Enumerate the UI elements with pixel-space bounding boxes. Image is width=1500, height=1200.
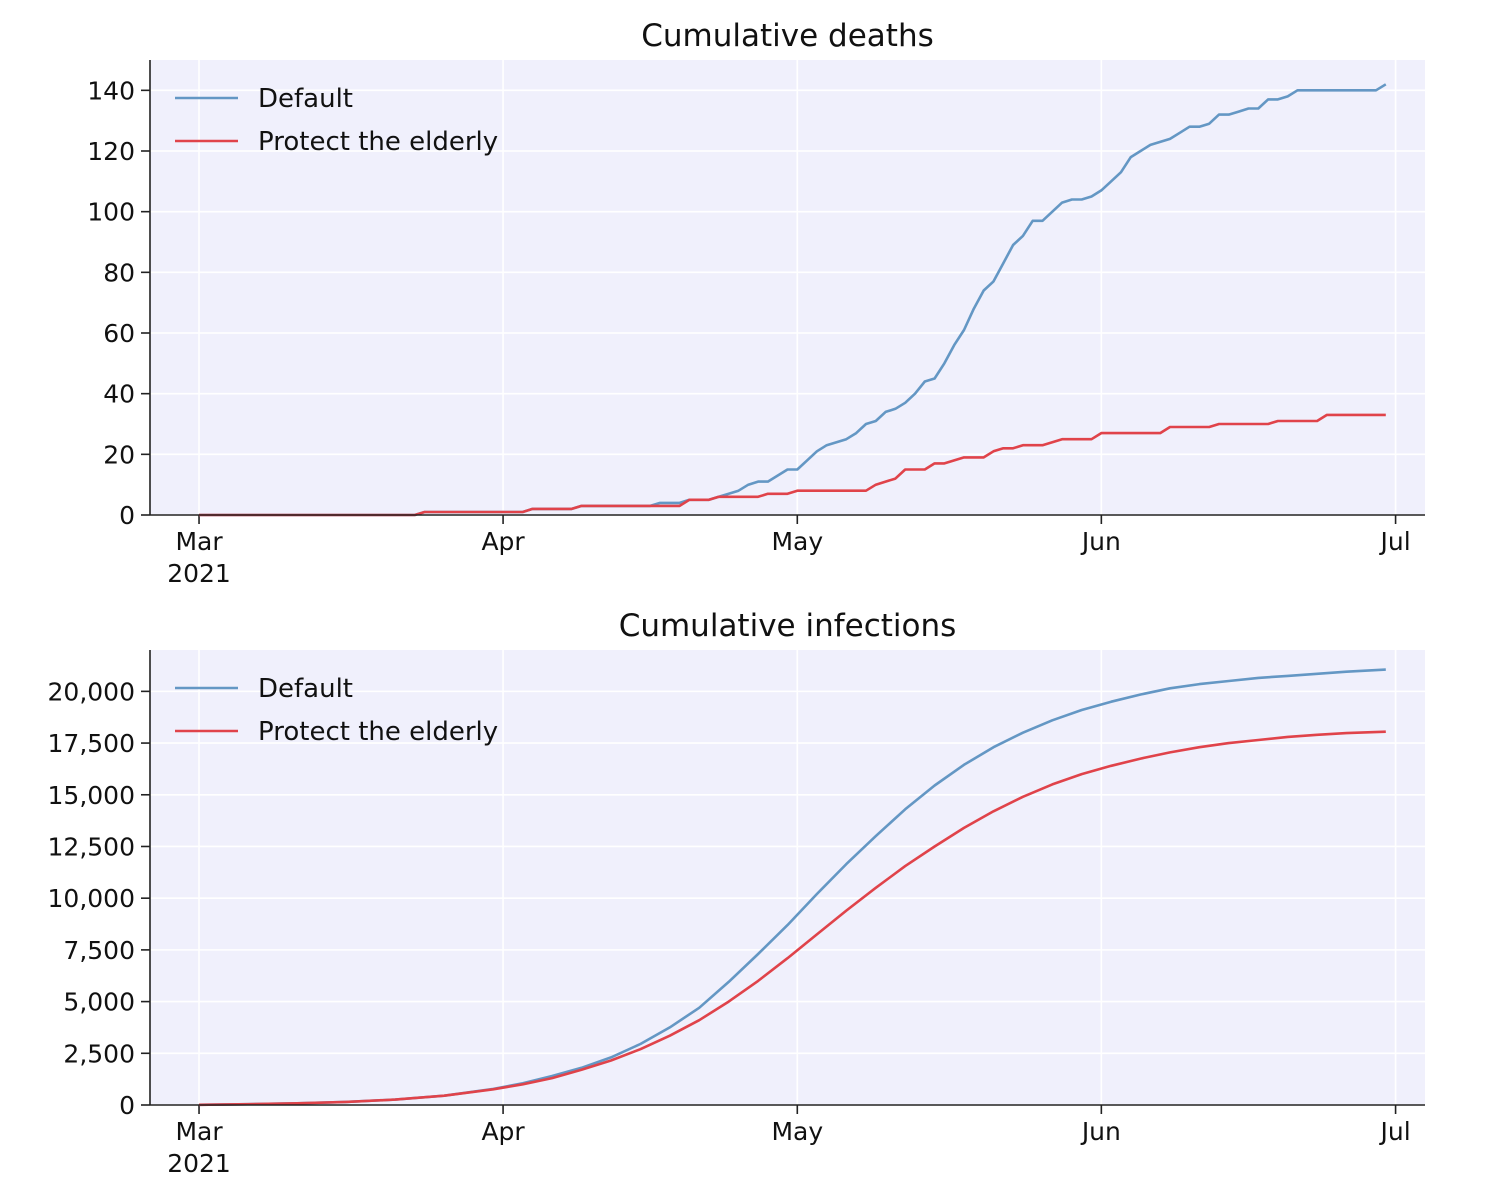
x-tick-label: Jul	[1378, 1117, 1410, 1146]
y-tick-label: 0	[119, 501, 135, 530]
y-tick-label: 140	[87, 76, 135, 105]
x-tick-label: Mar	[175, 1117, 223, 1146]
y-tick-label: 80	[103, 258, 135, 287]
legend-label: Default	[258, 84, 353, 114]
x-tick-label: May	[771, 1117, 823, 1146]
y-tick-label: 0	[119, 1091, 135, 1120]
deaths-chart: Cumulative deaths 0 20 40 60 80 100 120 140 Mar Ap…	[87, 18, 1425, 588]
y-tick-label: 5,000	[63, 988, 135, 1017]
x-tick-year-label: 2021	[167, 559, 231, 588]
x-tick-label: Jul	[1378, 527, 1410, 556]
plot-background	[150, 650, 1425, 1105]
x-tick-label: Apr	[481, 527, 525, 556]
y-tick-label: 20	[103, 440, 135, 469]
x-tick-label: May	[771, 527, 823, 556]
y-tick-label: 7,500	[63, 936, 135, 965]
x-tick-label: Apr	[481, 1117, 525, 1146]
y-tick-label: 60	[103, 319, 135, 348]
y-tick-label: 40	[103, 380, 135, 409]
chart-title: Cumulative deaths	[641, 18, 934, 54]
x-tick-label: Jun	[1080, 1117, 1121, 1146]
legend-label: Protect the elderly	[258, 717, 498, 747]
y-tick-label: 12,500	[48, 832, 135, 861]
x-tick-label: Mar	[175, 527, 223, 556]
y-tick-label: 120	[87, 137, 135, 166]
y-tick-label: 15,000	[48, 781, 135, 810]
y-tick-label: 17,500	[48, 729, 135, 758]
legend-label: Protect the elderly	[258, 127, 498, 157]
protect-the-elderly-series-line	[199, 413, 1386, 517]
chart-title: Cumulative infections	[619, 608, 957, 644]
legend-label: Default	[258, 674, 353, 704]
infections-chart: Cumulative infections 0 2,500 5,000 7,500 10,…	[48, 608, 1425, 1178]
x-tick-label: Jun	[1080, 527, 1121, 556]
y-tick-label: 10,000	[48, 884, 135, 913]
plot-background	[150, 60, 1425, 515]
y-tick-label: 100	[87, 198, 135, 227]
y-tick-label: 2,500	[63, 1039, 135, 1068]
x-tick-year-label: 2021	[167, 1149, 231, 1178]
y-tick-label: 20,000	[48, 677, 135, 706]
protect-the-elderly-series-line	[198, 730, 1386, 1107]
